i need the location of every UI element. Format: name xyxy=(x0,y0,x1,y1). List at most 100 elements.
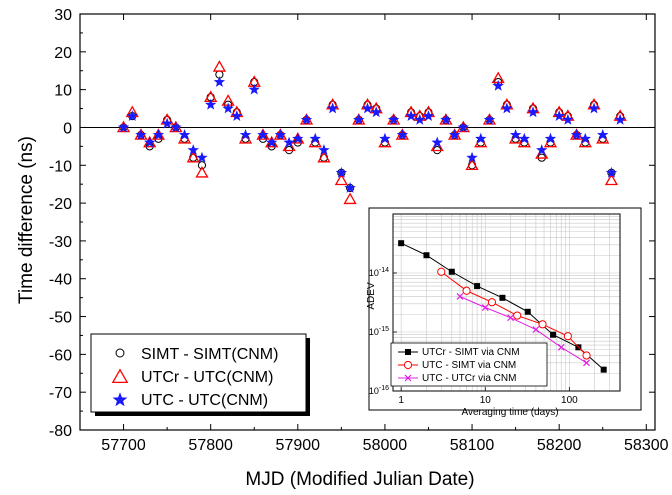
main-legend: SIMT - SIMT(CNM) UTCr - UTC(CNM) UTC - U… xyxy=(90,333,310,416)
data-point xyxy=(186,150,200,163)
data-point xyxy=(197,161,207,170)
series-utc xyxy=(117,76,626,193)
data-point xyxy=(195,166,209,178)
data-point xyxy=(475,132,487,144)
data-point xyxy=(536,144,548,155)
data-point xyxy=(222,102,234,114)
data-point xyxy=(326,102,339,114)
data-point xyxy=(318,144,330,155)
x-tick-label: 57700 xyxy=(101,437,146,454)
inset-plot-frame xyxy=(392,213,621,392)
legend-marker-utcr xyxy=(111,368,129,384)
data-point xyxy=(518,132,531,144)
data-point xyxy=(379,132,391,144)
inset-y-tick-label: 10-15 xyxy=(369,326,389,337)
data-point xyxy=(213,76,226,87)
data-point xyxy=(265,136,278,148)
data-point xyxy=(501,102,513,114)
inset-data-point xyxy=(524,308,531,315)
x-tick-label: 57800 xyxy=(188,437,233,454)
inset-x-tick-label: 100 xyxy=(561,395,578,406)
inset-data-point xyxy=(448,268,455,275)
data-point xyxy=(187,144,199,155)
y-tick-label: 30 xyxy=(54,7,72,24)
data-point xyxy=(143,136,156,148)
data-point xyxy=(317,150,331,163)
x-axis-label: MJD (Modified Julian Date) xyxy=(245,469,474,490)
data-point xyxy=(152,129,165,140)
data-point xyxy=(588,102,600,114)
legend-box xyxy=(90,333,307,413)
inset-x-tick-label: 10 xyxy=(480,395,492,406)
y-tick-label: -80 xyxy=(49,423,72,440)
data-point xyxy=(204,98,217,110)
data-point xyxy=(562,113,574,125)
data-point xyxy=(126,110,138,121)
y-tick-label: 10 xyxy=(54,83,72,100)
data-point xyxy=(414,113,426,125)
y-tick-label: -50 xyxy=(49,310,72,327)
inset-x-tick-label: 1 xyxy=(398,395,404,406)
x-tick-label: 57900 xyxy=(276,437,321,454)
x-tick-label: 58100 xyxy=(450,437,495,454)
data-point xyxy=(466,151,478,163)
data-point xyxy=(396,129,409,140)
data-point xyxy=(570,129,583,140)
y-tick-label: -10 xyxy=(49,158,72,175)
inset-y-tick-label: 10-14 xyxy=(369,267,389,278)
data-point xyxy=(334,173,348,186)
data-point xyxy=(231,110,243,121)
data-point xyxy=(387,113,400,125)
data-point xyxy=(422,110,435,121)
data-point xyxy=(274,129,287,140)
inset-legend-marker xyxy=(404,374,412,382)
y-tick-label: -20 xyxy=(49,196,72,213)
y-tick-label: 0 xyxy=(63,120,72,137)
data-point xyxy=(361,102,374,114)
data-point xyxy=(553,110,565,121)
inset-plot: 1 10 100 10-14 10-15 10-16 Averaging time (da… xyxy=(366,207,642,418)
data-point xyxy=(248,83,260,95)
data-point xyxy=(509,129,522,140)
legend-label-utcr: UTCr - UTC(CNM) xyxy=(141,369,273,386)
inset-legend-markers xyxy=(398,349,418,382)
inset-data-point xyxy=(563,332,572,341)
data-point xyxy=(353,113,365,125)
inset-data-point xyxy=(600,366,607,373)
data-point xyxy=(405,110,417,121)
inset-series-utcr-simt xyxy=(398,240,607,373)
inset-data-point xyxy=(538,320,547,329)
data-point xyxy=(483,113,496,125)
data-point xyxy=(544,132,557,144)
data-point xyxy=(605,166,618,178)
data-point xyxy=(431,136,443,148)
inset-data-point xyxy=(532,326,540,333)
x-tick-label: 58000 xyxy=(363,437,408,454)
data-point xyxy=(178,129,191,140)
inset-data-point xyxy=(462,286,471,295)
data-point xyxy=(309,132,321,144)
inset-data-point xyxy=(456,293,464,300)
x-tick-label: 58200 xyxy=(537,437,582,454)
legend-markers xyxy=(111,348,129,407)
data-point xyxy=(579,132,592,144)
y-tick-label: -60 xyxy=(49,347,72,364)
inset-series-line xyxy=(459,296,587,364)
legend-marker-simt xyxy=(115,348,125,358)
data-point xyxy=(196,151,208,163)
inset-data-point xyxy=(398,240,405,247)
data-point xyxy=(212,60,227,72)
legend-marker-utc xyxy=(112,392,128,407)
inset-legend-label-1: UTC - SIMT via CNM xyxy=(422,360,516,371)
inset-data-point xyxy=(582,351,591,360)
inset-data-point xyxy=(474,283,481,290)
y-tick-label: -70 xyxy=(49,385,72,402)
inset-data-point xyxy=(423,252,430,259)
data-point xyxy=(117,121,130,133)
legend-label-simt: SIMT - SIMT(CNM) xyxy=(141,346,278,363)
inset-legend-marker xyxy=(405,349,411,355)
x-axis-ticks: 57700 57800 57900 58000 58100 58200 58300 xyxy=(101,14,669,454)
